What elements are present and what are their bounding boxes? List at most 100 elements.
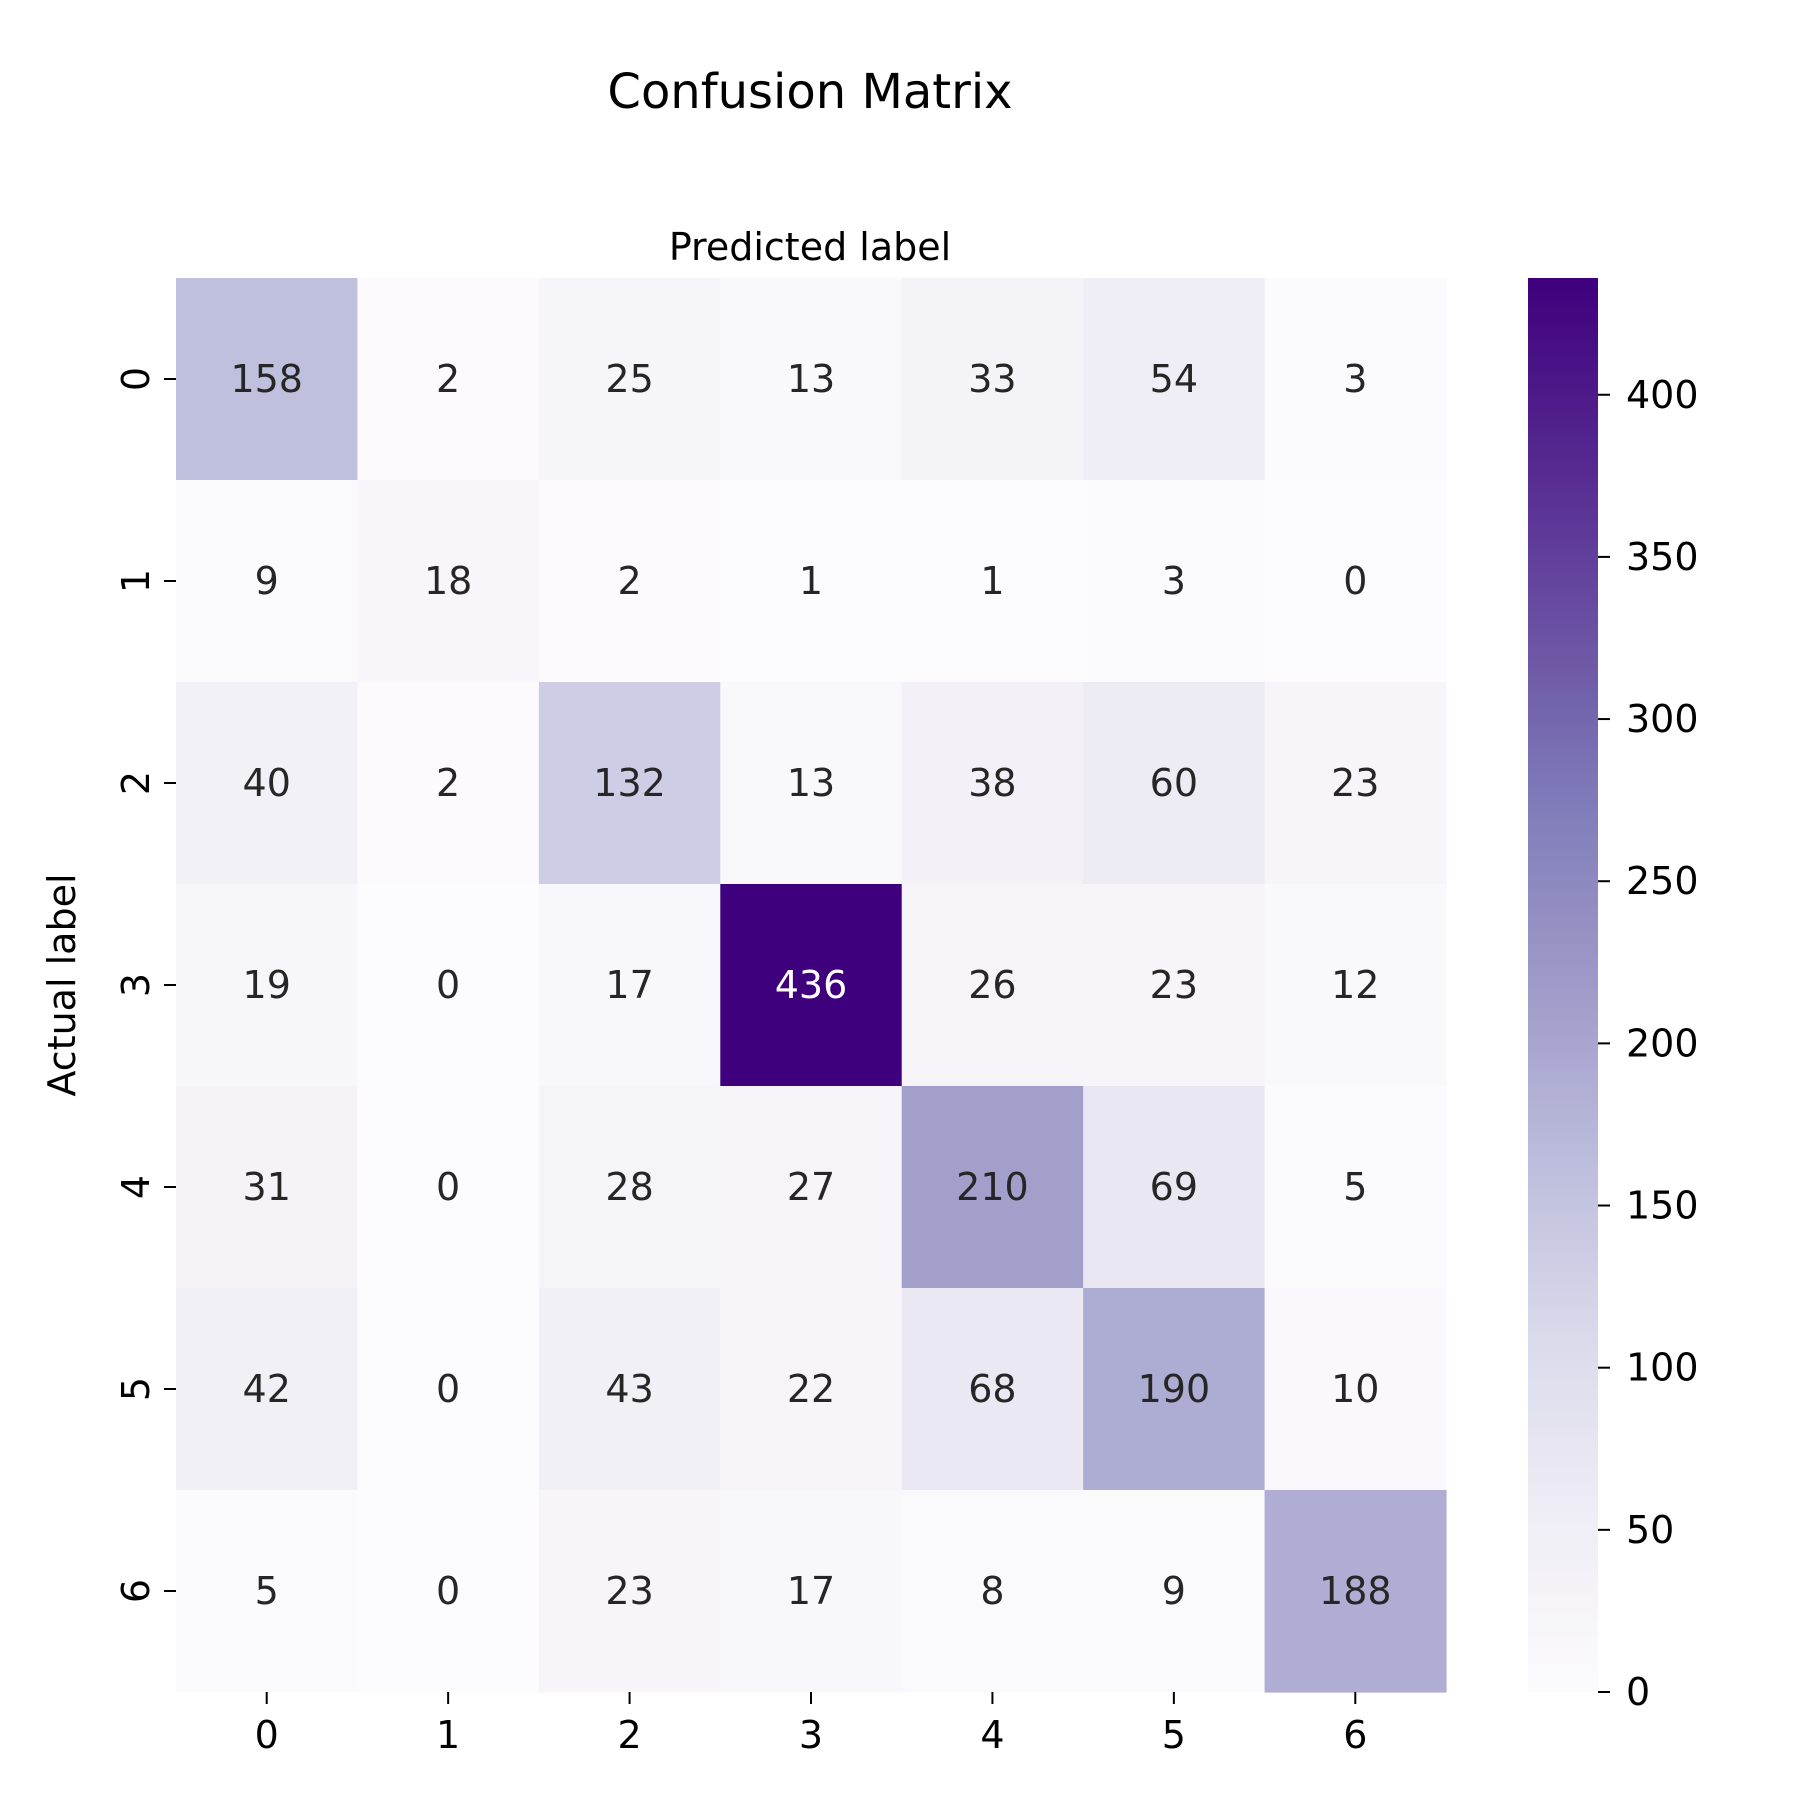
colorbar-tick-label: 100 (1626, 1346, 1699, 1390)
heatmap-cell-label: 33 (968, 357, 1016, 401)
heatmap-cell (901, 1490, 1084, 1693)
heatmap-cell (720, 884, 903, 1087)
heatmap-cell-label: 28 (605, 1165, 653, 1209)
heatmap-cell-label: 9 (1162, 1569, 1186, 1613)
heatmap-cell (720, 278, 903, 481)
y-tick-label: 1 (114, 569, 158, 593)
heatmap-cell (901, 278, 1084, 481)
heatmap-cell (538, 682, 721, 885)
x-tick-label: 3 (799, 1713, 823, 1757)
heatmap-cell (1083, 480, 1266, 683)
heatmap-cell (720, 682, 903, 885)
heatmap-cell-label: 69 (1150, 1165, 1198, 1209)
heatmap-cell-label: 5 (1343, 1165, 1367, 1209)
heatmap-cell-label: 13 (787, 761, 835, 805)
heatmap-cell-label: 210 (956, 1165, 1029, 1209)
heatmap-cell (357, 884, 540, 1087)
heatmap-cell-label: 17 (787, 1569, 835, 1613)
heatmap-cell (357, 480, 540, 683)
heatmap-cell (1083, 682, 1266, 885)
heatmap-cell (1083, 1086, 1266, 1289)
heatmap-cell (901, 884, 1084, 1087)
heatmap-cell (901, 480, 1084, 683)
heatmap-cell-label: 18 (424, 559, 472, 603)
heatmap-cell-label: 0 (436, 1367, 460, 1411)
heatmap-cell-label: 42 (243, 1367, 291, 1411)
x-tick-label: 5 (1162, 1713, 1186, 1757)
colorbar-gradient (1528, 278, 1598, 1692)
heatmap-cell (538, 1288, 721, 1491)
heatmap-cell (1264, 1086, 1447, 1289)
heatmap-cell (176, 480, 359, 683)
y-axis-ticks: 0 1 2 3 4 5 6 (114, 367, 176, 1603)
colorbar-tick-label: 300 (1626, 697, 1699, 741)
heatmap-cell (176, 278, 359, 481)
heatmap-cell (538, 480, 721, 683)
heatmap-cell-label: 23 (605, 1569, 653, 1613)
heatmap-cell-label: 9 (255, 559, 279, 603)
heatmap-cell-label: 132 (593, 761, 666, 805)
heatmap-cell-label: 3 (1162, 559, 1186, 603)
heatmap-cell-label: 0 (436, 1165, 460, 1209)
colorbar-tick-label: 150 (1626, 1184, 1699, 1228)
x-tick-label: 1 (436, 1713, 460, 1757)
heatmap-cell (901, 1288, 1084, 1491)
colorbar-tick-label: 0 (1626, 1670, 1650, 1714)
heatmap-cell (538, 278, 721, 481)
y-tick-label: 3 (114, 973, 158, 997)
colorbar-tick-label: 50 (1626, 1508, 1674, 1552)
y-tick-label: 5 (114, 1377, 158, 1401)
heatmap-cell-label: 25 (605, 357, 653, 401)
heatmap-cell (176, 1490, 359, 1693)
heatmap-cell-label: 158 (230, 357, 303, 401)
heatmap-cell (1264, 480, 1447, 683)
heatmap-cell (176, 884, 359, 1087)
heatmap-cell (1264, 884, 1447, 1087)
heatmap-cell-label: 22 (787, 1367, 835, 1411)
heatmap-cells (176, 278, 1447, 1693)
heatmap-cell (538, 1086, 721, 1289)
heatmap-cell-label: 0 (436, 1569, 460, 1613)
heatmap-cell (1083, 1490, 1266, 1693)
y-axis-label: Actual label (40, 873, 84, 1096)
heatmap-cell-label: 8 (980, 1569, 1004, 1613)
heatmap-cell (176, 1086, 359, 1289)
heatmap-cell (1264, 278, 1447, 481)
x-tick-label: 6 (1343, 1713, 1367, 1757)
heatmap-cell (1083, 1288, 1266, 1491)
heatmap-cell (176, 1288, 359, 1491)
heatmap-cell (357, 1288, 540, 1491)
heatmap-cell (901, 1086, 1084, 1289)
heatmap-cell (357, 278, 540, 481)
colorbar-tick-label: 350 (1626, 535, 1699, 579)
heatmap-cell-label: 23 (1150, 963, 1198, 1007)
heatmap-cell (357, 1086, 540, 1289)
heatmap-cell-label: 3 (1343, 357, 1367, 401)
colorbar: 0 50 100 150 200 250 300 350 400 (1528, 278, 1699, 1714)
colorbar-tick-label: 400 (1626, 373, 1699, 417)
heatmap-cell-label: 60 (1150, 761, 1198, 805)
colorbar-tick-label: 250 (1626, 859, 1699, 903)
heatmap-cell (1264, 1288, 1447, 1491)
heatmap-cell-label: 13 (787, 357, 835, 401)
heatmap-cell-label: 1 (980, 559, 1004, 603)
colorbar-ticks: 0 50 100 150 200 250 300 350 400 (1598, 373, 1699, 1714)
heatmap-cell-label: 2 (617, 559, 641, 603)
heatmap-cell (720, 1288, 903, 1491)
y-tick-label: 0 (114, 367, 158, 391)
chart-title: Confusion Matrix (607, 64, 1012, 120)
heatmap-cell-label: 31 (243, 1165, 291, 1209)
x-tick-label: 0 (255, 1713, 279, 1757)
y-tick-label: 4 (114, 1175, 158, 1199)
heatmap-cell-label: 0 (436, 963, 460, 1007)
heatmap-cell-label: 23 (1331, 761, 1379, 805)
heatmap-cell-label: 68 (968, 1367, 1016, 1411)
heatmap-cell (357, 1490, 540, 1693)
heatmap-cell (720, 1086, 903, 1289)
heatmap-cell (1083, 278, 1266, 481)
x-tick-label: 2 (617, 1713, 641, 1757)
heatmap-cell (176, 682, 359, 885)
heatmap-cell-label: 2 (436, 357, 460, 401)
